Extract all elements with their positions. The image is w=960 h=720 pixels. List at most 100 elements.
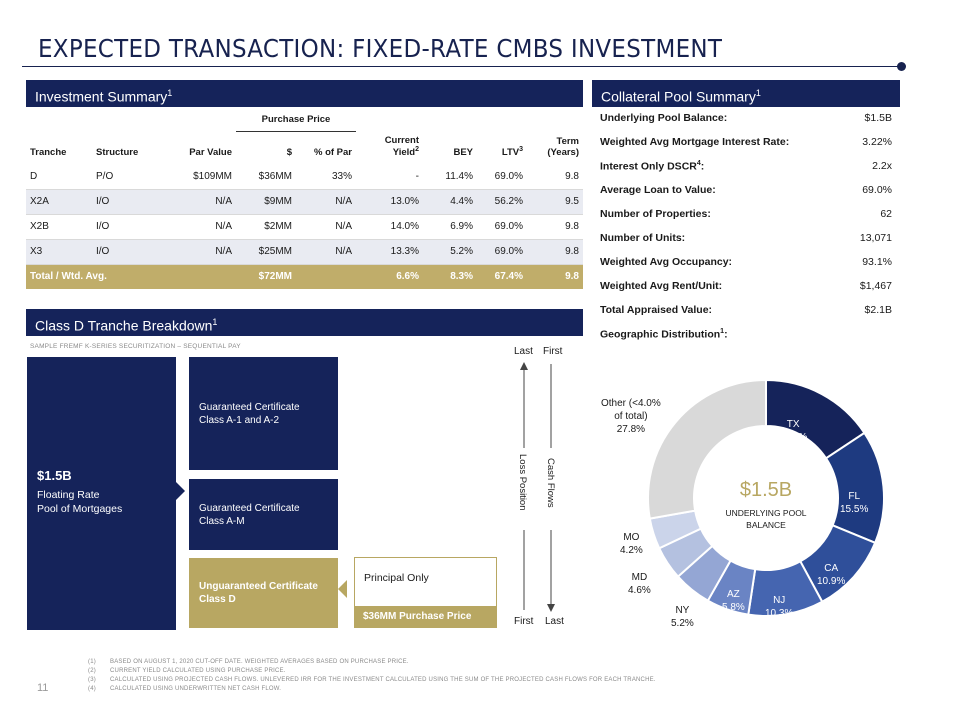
table-row: X2A I/O N/A $9MM N/A 13.0% 4.4% 56.2% 9.… [26,189,583,215]
col-current-yield-sup: 2 [415,145,419,153]
collateral-summary-footnote-ref: 1 [755,88,761,98]
label-other-name-1: Other (<4.0% [601,398,661,409]
col-bey: BEY [453,147,473,158]
label-mo: MO 4.2% [620,531,643,557]
collateral-label: Average Loan to Value: [600,184,716,196]
cell-term: 9.8 [527,239,583,265]
label-nj: NJ 10.3% [765,594,793,620]
label-mo-name: MO [623,532,640,543]
cell-par: N/A [162,214,236,240]
cell-pct: 33% [296,164,356,190]
principal-only-pointer [338,580,347,598]
cell-bey: 6.9% [423,214,477,240]
collateral-row: Total Appraised Value: $2.1B [596,298,896,322]
cash-last-label: Last [545,616,564,627]
collateral-label-sup: 1 [720,327,725,335]
total-term: 9.8 [527,264,583,289]
breakdown-header: Class D Tranche Breakdown1 [26,309,583,336]
collateral-row: Average Loan to Value: 69.0% [596,178,896,202]
label-az: AZ 5.8% [722,588,745,614]
collateral-row: Number of Units: 13,071 [596,226,896,250]
cell-dollar: $9MM [236,189,296,215]
collateral-label-suffix: : [700,160,705,173]
cash-arrow-head [547,604,555,612]
label-ca-name: CA [824,563,839,574]
cert-class-d: Unguaranteed Certificate Class D [189,558,338,628]
total-pct [296,264,356,289]
collateral-label-sup: 4 [696,159,701,167]
total-bey: 8.3% [423,264,477,289]
cert-am-line-1: Guaranteed Certificate [199,502,300,514]
col-ltv-label: LTV [501,147,520,158]
total-ltv: 67.4% [477,264,527,289]
title-divider-dot [897,62,906,71]
footnote: (3) CALCULATED USING PROJECTED CASH FLOWS… [88,676,656,685]
collateral-row: Interest Only DSCR4: 2.2x [596,154,896,178]
cell-yield: 13.3% [356,239,423,265]
label-other-name-2: of total) [614,411,648,422]
total-dollar: $72MM [236,264,296,289]
table-row: D P/O $109MM $36MM 33% - 11.4% 69.0% 9.8 [26,164,583,190]
footnote-number: (4) [88,686,96,692]
collateral-label-suffix: : [724,328,728,341]
label-mo-pct: 4.2% [620,545,643,556]
label-ny: NY 5.2% [671,604,694,630]
label-md-name: MD [631,572,648,583]
col-current-yield: Current Yield2 [356,131,423,164]
label-ny-pct: 5.2% [671,618,694,629]
label-fl: FL 15.5% [840,490,868,516]
table-row: X2B I/O N/A $2MM N/A 14.0% 6.9% 69.0% 9.… [26,214,583,240]
loss-first-label: First [514,616,534,627]
col-par-value: Par Value [189,147,232,158]
cell-structure: I/O [92,239,162,265]
label-md: MD 4.6% [628,571,651,597]
cell-pct: N/A [296,239,356,265]
collateral-value: 2.2x [872,160,892,172]
label-other: Other (<4.0% of total) 27.8% [601,397,661,436]
principal-only-box: Principal Only [354,557,497,607]
label-tx-name: TX [786,419,800,430]
label-ca: CA 10.9% [817,562,845,588]
collateral-value: 93.1% [862,256,892,268]
cell-yield: 13.0% [356,189,423,215]
cell-yield: - [356,164,423,190]
collateral-value: 13,071 [859,232,892,244]
collateral-label: Geographic Distribution1: [596,322,845,346]
cell-term: 9.8 [527,164,583,190]
footnote: (2) CURRENT YIELD CALCULATED USING PURCHA… [88,667,656,676]
cert-class-am: Guaranteed Certificate Class A-M [189,479,338,550]
loss-position-label: Loss Position [517,454,528,511]
col-ltv-sup: 3 [519,145,523,153]
footnote-text: CURRENT YIELD CALCULATED USING PURCHASE … [110,668,286,674]
collateral-summary-title: Collateral Pool Summary [601,88,756,105]
page-number: 11 [37,682,49,694]
cell-ltv: 69.0% [477,164,527,190]
cell-ltv: 56.2% [477,189,527,215]
cell-tranche: X2B [26,214,92,240]
collateral-label-text: Interest Only DSCR [600,160,697,173]
footnote-text: BASED ON AUGUST 1, 2020 CUT-OFF DATE. WE… [110,659,409,665]
collateral-value: 62 [880,208,892,220]
collateral-summary-header: Collateral Pool Summary1 [592,80,900,107]
loss-arrow-head [520,362,528,370]
cash-flows-label: Cash Flows [545,458,556,508]
donut-center-label-1: UNDERLYING POOL [725,508,806,518]
loss-last-label: Last [514,346,533,357]
collateral-label-text: Geographic Distribution [600,328,721,341]
cert-a1-line-1: Guaranteed Certificate [199,401,300,413]
collateral-value [845,322,896,346]
label-nj-name: NJ [773,595,786,606]
donut-center-value: $1.5B [740,479,792,501]
footnotes: (1) BASED ON AUGUST 1, 2020 CUT-OFF DATE.… [88,658,656,694]
cell-structure: P/O [92,164,162,190]
collateral-label: Number of Properties: [600,208,711,220]
collateral-value: 3.22% [862,136,892,148]
geographic-distribution-donut: $1.5B UNDERLYING POOL BALANCE [647,378,885,617]
cell-structure: I/O [92,189,162,215]
collateral-label: Weighted Avg Mortgage Interest Rate: [600,136,790,148]
col-current-yield-label: Current Yield [384,134,419,158]
cert-class-a1-a2: Guaranteed Certificate Class A-1 and A-2 [189,357,338,470]
footnote: (4) CALCULATED USING UNDERWRITTEN NET CAS… [88,685,656,694]
cell-bey: 11.4% [423,164,477,190]
collateral-value: $2.1B [864,304,892,316]
